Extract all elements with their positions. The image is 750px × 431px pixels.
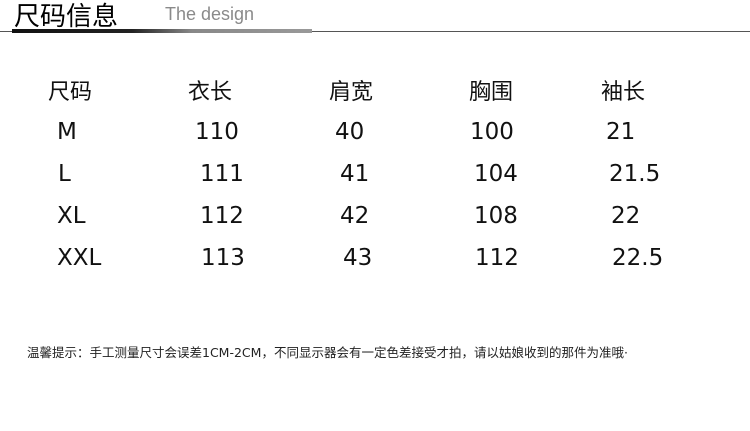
table-cell: 21 xyxy=(606,119,636,145)
column-header: 尺码 xyxy=(48,80,93,105)
table-cell: L xyxy=(58,161,71,187)
table-cell: 41 xyxy=(340,161,370,187)
table-cell: 110 xyxy=(195,119,239,145)
section-subtitle: The design xyxy=(165,4,255,24)
table-cell: M xyxy=(57,119,77,145)
table-cell: 100 xyxy=(470,119,514,145)
table-row: L 111 41 104 21.5 xyxy=(0,161,750,191)
column-header: 肩宽 xyxy=(329,80,374,105)
column-header: 衣长 xyxy=(188,80,233,105)
divider xyxy=(0,31,750,32)
table-cell: 22.5 xyxy=(612,245,664,271)
table-cell: XXL xyxy=(57,245,102,271)
table-row: XL 112 42 108 22 xyxy=(0,203,750,233)
section-title: 尺码信息 xyxy=(14,2,119,32)
table-cell: 111 xyxy=(200,161,244,187)
measurement-note: 温馨提示：手工测量尺寸会误差1CM-2CM，不同显示器会有一定色差接受才拍，请以… xyxy=(27,345,628,360)
table-cell: 104 xyxy=(474,161,518,187)
table-cell: 40 xyxy=(335,119,365,145)
table-cell: 113 xyxy=(201,245,245,271)
table-header: 尺码 衣长 肩宽 胸围 袖长 xyxy=(0,74,750,105)
table-cell: 22 xyxy=(611,203,641,229)
column-header: 袖长 xyxy=(601,80,646,105)
column-header: 胸围 xyxy=(469,80,514,105)
table-cell: 43 xyxy=(343,245,373,271)
table-row: M 110 40 100 21 xyxy=(0,119,750,149)
table-row: XXL 113 43 112 22.5 xyxy=(0,245,750,275)
table-cell: 112 xyxy=(475,245,519,271)
title-underline-bar xyxy=(12,29,312,33)
table-cell: 42 xyxy=(340,203,370,229)
table-cell: 112 xyxy=(200,203,244,229)
table-cell: XL xyxy=(57,203,86,229)
table-cell: 108 xyxy=(474,203,518,229)
table-cell: 21.5 xyxy=(609,161,661,187)
